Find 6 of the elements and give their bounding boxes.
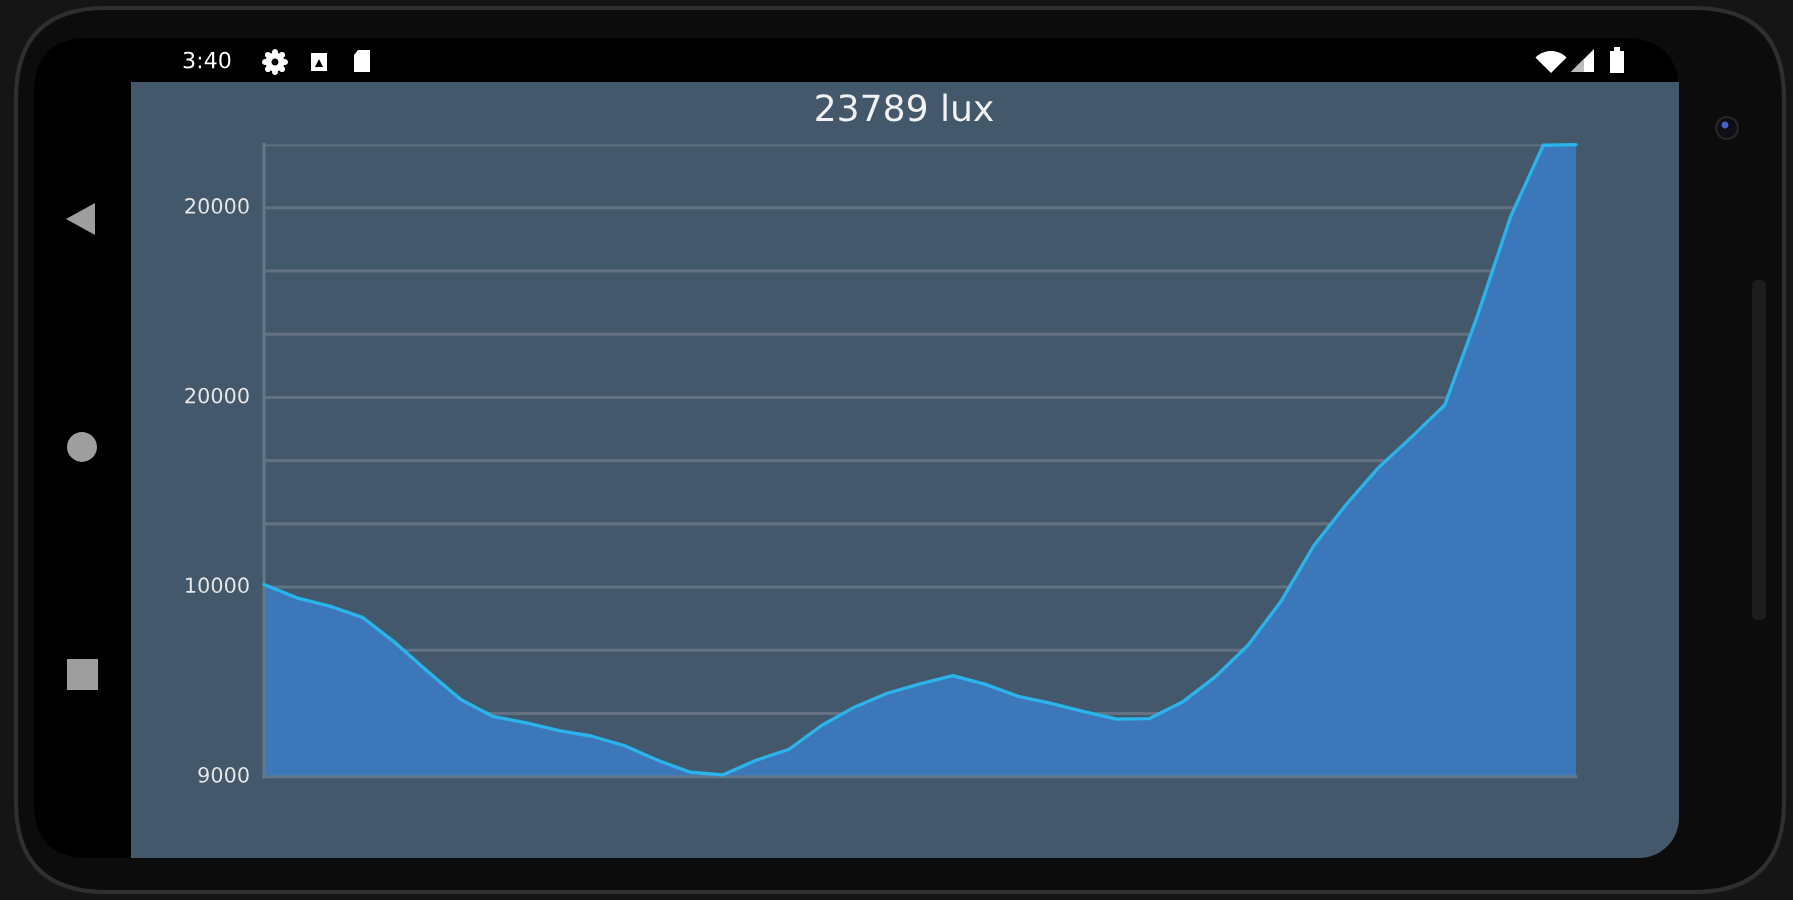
- text: 9000: [198, 766, 249, 783]
- chart-title: 23789 lux: [816, 93, 994, 122]
- text: 20000: [185, 387, 249, 404]
- text: 3:40: [183, 51, 231, 69]
- text: 20000: [185, 198, 249, 214]
- text: 10000: [186, 577, 249, 594]
